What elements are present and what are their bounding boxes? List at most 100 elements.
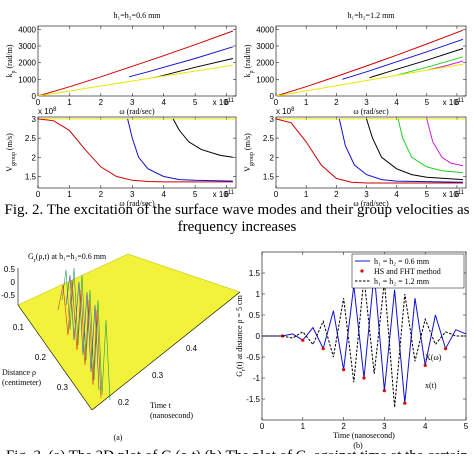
y-axis-label-base: k — [5, 74, 14, 78]
y-tick-label: 3000 — [256, 42, 274, 51]
x-tick-label: 0 — [36, 98, 41, 107]
y-tick-label: 1000 — [256, 75, 274, 84]
y-axis-label-sub: p — [249, 71, 255, 74]
y-axis-label-rest: (m/s) — [5, 133, 14, 152]
y-axis-label: Gr(t) at distance ρ = 5 cm — [235, 294, 247, 376]
y-axis-label-sub: group — [249, 152, 255, 166]
y-tick-label: 1.5 — [25, 172, 37, 181]
y-axis-label-rest: (t) at distance ρ = 5 cm — [235, 294, 244, 369]
x-tick-label: 3 — [130, 190, 135, 199]
y-exponent-sup: 8 — [53, 107, 57, 113]
marker — [382, 389, 386, 393]
y-tick-label: 4000 — [18, 25, 36, 34]
x-axis-label: Time (nanosecond) — [333, 431, 395, 440]
y-axis-label: (centimeter) — [2, 378, 41, 387]
y-tick-label: 0.1 — [13, 323, 25, 332]
y-axis-label: kp (rad/m) — [243, 44, 255, 77]
x-tick-label: 1 — [304, 98, 309, 107]
x-tick-label: 0.3 — [152, 371, 164, 380]
y-axis-label-base: V — [243, 166, 252, 172]
caption-line: frequency increases — [178, 219, 297, 235]
x-tick-label: 2 — [99, 98, 104, 107]
x-tick-label: 5 — [193, 98, 198, 107]
series-line — [275, 29, 464, 97]
surface-title-sub: r — [34, 258, 36, 264]
series-line — [397, 118, 464, 174]
series-line — [172, 118, 233, 158]
y-exponent-base: x 10 — [276, 107, 292, 116]
x-tick-label: 6 — [224, 190, 229, 199]
x-tick-label: 3 — [130, 98, 135, 107]
x-axis-label: ω (rad/sec) — [353, 199, 389, 208]
series-line — [396, 56, 464, 76]
series-line — [342, 38, 464, 80]
marker — [362, 376, 366, 380]
x-tick-label: 5 — [425, 190, 430, 199]
y-exponent-sup: 8 — [291, 107, 295, 113]
y-axis-label-rest: (rad/m) — [243, 44, 252, 70]
y-tick-label: 0.5 — [249, 311, 261, 320]
x-tick-label: 6 — [455, 190, 460, 199]
marker — [403, 401, 407, 405]
x-axis — [91, 291, 241, 411]
y-axis-label-sub: p — [11, 71, 17, 74]
x-tick-label: 2 — [99, 190, 104, 199]
y-tick-label: 0 — [256, 332, 261, 341]
x-exponent-base: x 10 — [443, 98, 459, 107]
x-exponent-base: x 10 — [213, 98, 229, 107]
y-tick-label: 2.5 — [263, 134, 275, 143]
y-tick-label: 4000 — [256, 25, 274, 34]
x-tick-label: 0 — [260, 422, 265, 431]
legend-label: h₁ = h₂ = 0.6 mm — [374, 257, 430, 266]
y-tick-label: 0.2 — [35, 353, 47, 362]
series-line — [37, 64, 233, 97]
x-tick-label: 0.2 — [118, 398, 130, 407]
x-tick-label: 2 — [341, 422, 346, 431]
y-exponent-base: x 10 — [38, 107, 54, 116]
series-line — [128, 46, 234, 78]
x-tick-label: 4 — [161, 190, 166, 199]
y-tick-label: 1.5 — [263, 172, 275, 181]
series-line — [275, 63, 464, 97]
y-tick-label: 1 — [256, 290, 261, 299]
panel-tag: (b) — [353, 441, 363, 450]
y-tick-label: 0 — [270, 92, 275, 101]
x-tick-label: 3 — [382, 422, 387, 431]
x-exponent: x 1011 — [443, 190, 465, 199]
surface-ripples — [57, 267, 111, 401]
x-tick-label: 0 — [274, 190, 279, 199]
x-tick-label: 4 — [161, 98, 166, 107]
series-line — [275, 118, 463, 184]
y-tick-label: 1000 — [18, 75, 36, 84]
x-tick-label: 4 — [394, 190, 399, 199]
x-tick-label: 1 — [301, 422, 306, 431]
series-line — [369, 48, 464, 79]
plot-frame — [275, 25, 467, 97]
y-axis-label: Vgroup (m/s) — [243, 133, 255, 172]
y-tick-label: 2.5 — [25, 134, 37, 143]
x-exponent: x 1011 — [443, 98, 465, 107]
y-axis-label-sub: group — [11, 152, 17, 166]
x-tick-label: 5 — [464, 422, 469, 431]
marker — [321, 347, 325, 351]
surface-title-rest: (ρ,t) at h₁=h₂=0.6 mm — [36, 252, 107, 261]
legend-marker — [360, 269, 364, 273]
y-tick-label: 1.5 — [249, 269, 261, 278]
y-tick-label: 2 — [270, 153, 275, 162]
y-tick-label: -1 — [253, 374, 261, 383]
legend-label: h₁ = h₂ = 1.2 mm — [374, 277, 430, 286]
y-tick-label: 2 — [32, 153, 37, 162]
surface-title: Gr(ρ,t) at h₁=h₂=0.6 mm — [28, 252, 107, 264]
z-tick-label: -0.5 — [1, 291, 15, 300]
y-axis-label-base: V — [5, 166, 14, 172]
z-tick-label: 0 — [11, 278, 16, 287]
y-tick-label: 0 — [32, 92, 37, 101]
series-line — [366, 118, 464, 181]
panel-title: h₁=h₂=1.2 mm — [347, 11, 395, 20]
y-tick-label: 3 — [32, 115, 37, 124]
x-exponent-sup: 11 — [458, 190, 465, 196]
y-tick-label: 0.3 — [57, 383, 69, 392]
y-tick-label: -1.5 — [246, 395, 260, 404]
y-tick-label: 3 — [270, 115, 275, 124]
